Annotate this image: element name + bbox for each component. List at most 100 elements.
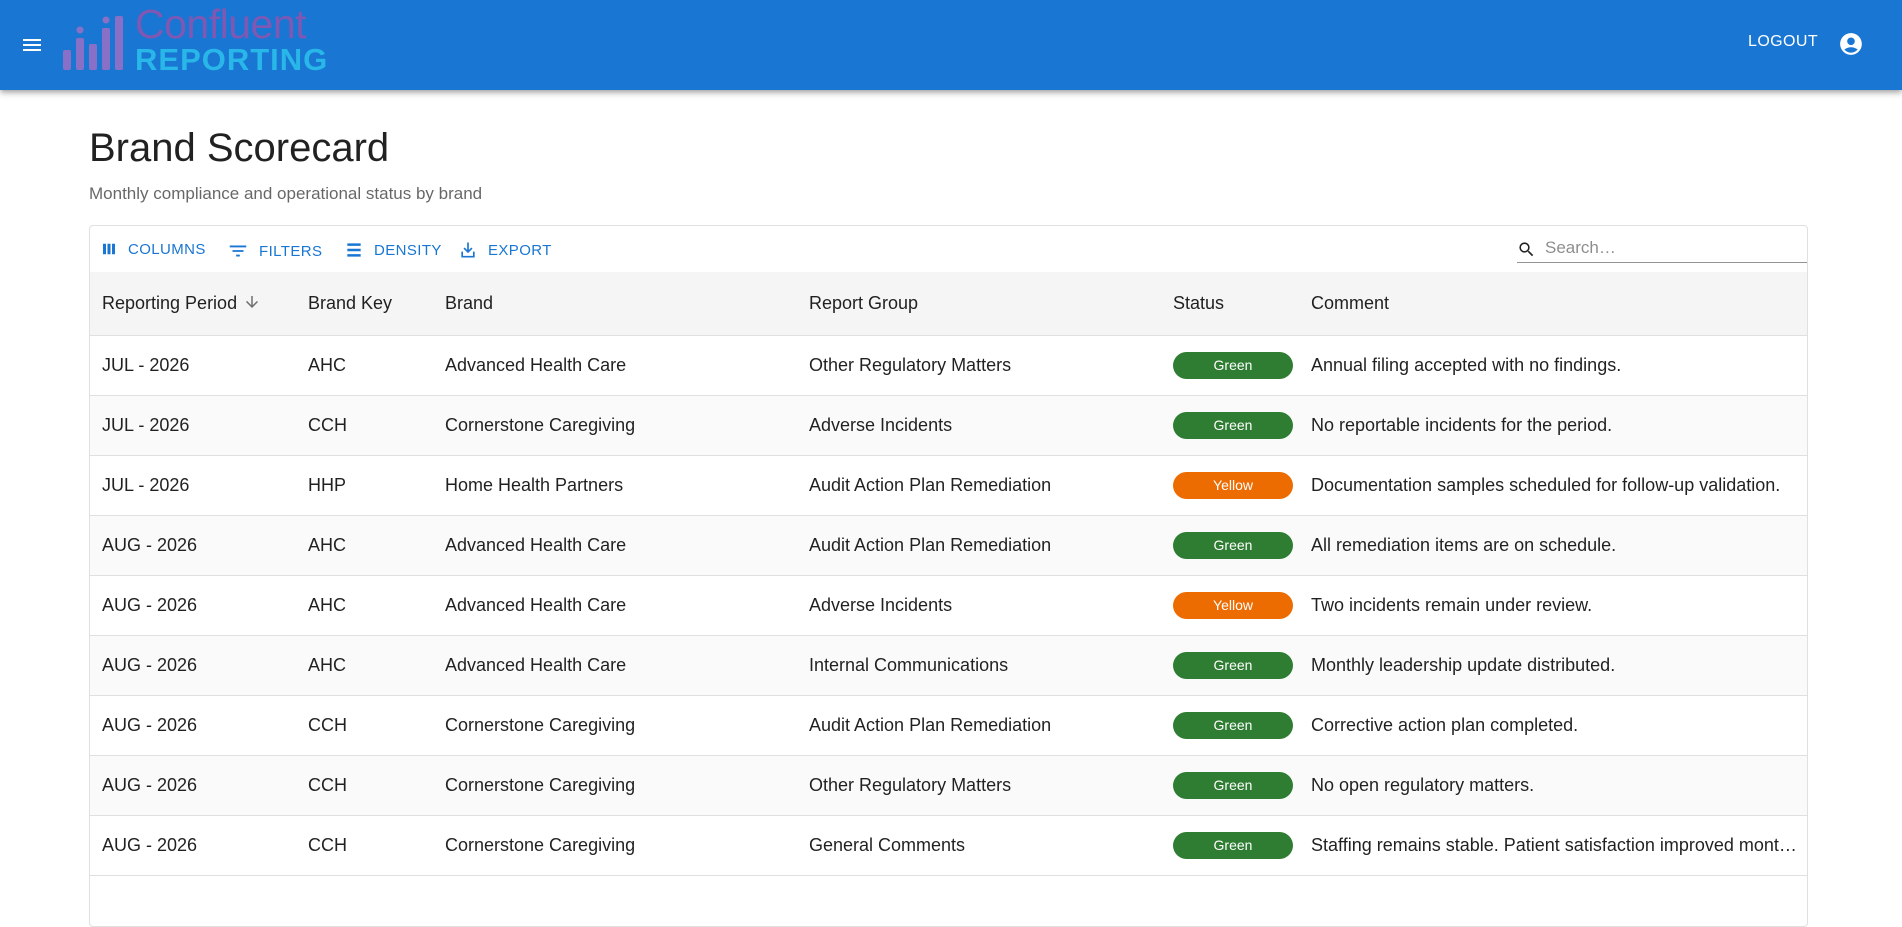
header-brand[interactable]: Brand (445, 293, 494, 313)
cell-reporting-period: JUL - 2026 (102, 475, 190, 495)
cell-brand-key: AHC (308, 355, 347, 375)
cell-comment: Monthly leadership update distributed. (1311, 655, 1616, 675)
export-button[interactable]: EXPORT (458, 240, 552, 260)
cell-reporting-period: AUG - 2026 (102, 715, 198, 735)
menu-icon[interactable] (20, 33, 44, 57)
cell-brand-key: HHP (308, 475, 347, 495)
status-badge: Green (1173, 652, 1293, 679)
cell-report-group: Internal Communications (809, 655, 1009, 675)
table-row[interactable]: AUG - 2026 AHC Advanced Health Care Adve… (90, 576, 1807, 636)
cell-report-group: Audit Action Plan Remediation (809, 715, 1052, 735)
table-body: JUL - 2026 AHC Advanced Health Care Othe… (90, 336, 1807, 876)
table-row[interactable]: AUG - 2026 AHC Advanced Health Care Inte… (90, 636, 1807, 696)
logo-line-1: Confluent (135, 1, 307, 47)
cell-brand-key: AHC (308, 535, 347, 555)
table-row[interactable]: JUL - 2026 AHC Advanced Health Care Othe… (90, 336, 1807, 396)
table-row[interactable]: AUG - 2026 CCH Cornerstone Caregiving Ot… (90, 756, 1807, 816)
header-brand-key[interactable]: Brand Key (308, 293, 393, 313)
grid-toolbar: COLUMNS FILTERS DENSITY EXPORT (90, 226, 1807, 272)
filter-list-icon (229, 245, 247, 257)
cell-reporting-period: JUL - 2026 (102, 355, 190, 375)
download-icon (461, 242, 475, 258)
cell-reporting-period: AUG - 2026 (102, 595, 198, 615)
density-label: DENSITY (374, 241, 442, 259)
status-badge: Green (1173, 532, 1293, 559)
account-circle-icon[interactable] (1838, 31, 1864, 57)
cell-report-group: Adverse Incidents (809, 415, 953, 435)
header-reporting-period[interactable]: Reporting Period (102, 272, 292, 335)
filters-button[interactable]: FILTERS (227, 240, 322, 262)
cell-brand-key: AHC (308, 595, 347, 615)
export-label: EXPORT (488, 241, 552, 259)
data-grid: COLUMNS FILTERS DENSITY EXPORT Reporting… (89, 225, 1808, 927)
status-badge: Green (1173, 712, 1293, 739)
cell-brand: Advanced Health Care (445, 355, 627, 375)
sort-descending-icon[interactable] (243, 293, 261, 311)
page-subtitle: Monthly compliance and operational statu… (89, 184, 483, 203)
cell-comment: No reportable incidents for the period. (1311, 415, 1613, 435)
header-report-group[interactable]: Report Group (809, 293, 919, 313)
header-comment[interactable]: Comment (1311, 293, 1390, 313)
view-column-icon (103, 243, 115, 255)
status-badge: Green (1173, 352, 1293, 379)
cell-brand-key: AHC (308, 655, 347, 675)
page-title: Brand Scorecard (89, 126, 390, 170)
cell-reporting-period: AUG - 2026 (102, 775, 198, 795)
cell-brand: Advanced Health Care (445, 535, 627, 555)
logout-button[interactable]: LOGOUT (1748, 33, 1818, 50)
logo-bars-icon (63, 16, 123, 70)
cell-brand: Cornerstone Caregiving (445, 835, 636, 855)
cell-brand: Advanced Health Care (445, 595, 627, 615)
table-row[interactable]: JUL - 2026 CCH Cornerstone Caregiving Ad… (90, 396, 1807, 456)
logo-line-2: REPORTING (135, 42, 329, 77)
search-field[interactable] (1517, 232, 1807, 263)
table-row[interactable]: AUG - 2026 CCH Cornerstone Caregiving Ge… (90, 816, 1807, 876)
table-row[interactable]: AUG - 2026 CCH Cornerstone Caregiving Au… (90, 696, 1807, 756)
header-label: Reporting Period (102, 293, 238, 313)
cell-brand: Cornerstone Caregiving (445, 415, 636, 435)
cell-report-group: Audit Action Plan Remediation (809, 535, 1052, 555)
table-row[interactable]: JUL - 2026 HHP Home Health Partners Audi… (90, 456, 1807, 516)
cell-brand-key: CCH (308, 775, 347, 795)
cell-report-group: Adverse Incidents (809, 595, 953, 615)
filters-label: FILTERS (259, 242, 323, 260)
cell-comment: Staffing remains stable. Patient satisfa… (1311, 835, 1801, 855)
table-row[interactable]: AUG - 2026 AHC Advanced Health Care Audi… (90, 516, 1807, 576)
search-input[interactable] (1543, 235, 1797, 261)
density-button[interactable]: DENSITY (344, 240, 442, 260)
cell-reporting-period: AUG - 2026 (102, 535, 198, 555)
columns-label: COLUMNS (128, 240, 206, 258)
cell-comment: Two incidents remain under review. (1311, 595, 1593, 615)
cell-reporting-period: JUL - 2026 (102, 415, 190, 435)
cell-brand-key: CCH (308, 715, 347, 735)
cell-report-group: Audit Action Plan Remediation (809, 475, 1052, 495)
cell-brand: Advanced Health Care (445, 655, 627, 675)
status-badge: Green (1173, 832, 1293, 859)
cell-report-group: Other Regulatory Matters (809, 775, 1012, 795)
search-icon (1519, 242, 1534, 257)
cell-brand: Cornerstone Caregiving (445, 715, 636, 735)
cell-report-group: Other Regulatory Matters (809, 355, 1012, 375)
cell-brand-key: CCH (308, 835, 347, 855)
logo-text: Confluent REPORTING (135, 4, 328, 76)
cell-comment: No open regulatory matters. (1311, 775, 1535, 795)
cell-reporting-period: AUG - 2026 (102, 835, 198, 855)
cell-comment: Annual filing accepted with no findings. (1311, 355, 1622, 375)
status-badge: Green (1173, 772, 1293, 799)
app-bar: Confluent REPORTING LOGOUT (0, 0, 1902, 90)
cell-report-group: General Comments (809, 835, 966, 855)
status-badge: Yellow (1173, 592, 1293, 619)
status-badge: Green (1173, 412, 1293, 439)
columns-button[interactable]: COLUMNS (100, 240, 206, 258)
cell-reporting-period: AUG - 2026 (102, 655, 198, 675)
column-headers: Reporting Period Brand Key Brand Report … (90, 272, 1807, 336)
cell-brand: Cornerstone Caregiving (445, 775, 636, 795)
cell-comment: Corrective action plan completed. (1311, 715, 1579, 735)
header-status[interactable]: Status (1173, 293, 1225, 313)
cell-brand: Home Health Partners (445, 475, 624, 495)
cell-comment: All remediation items are on schedule. (1311, 535, 1617, 555)
cell-brand-key: CCH (308, 415, 347, 435)
status-badge: Yellow (1173, 472, 1293, 499)
cell-comment: Documentation samples scheduled for foll… (1311, 475, 1781, 495)
density-icon (347, 243, 361, 257)
